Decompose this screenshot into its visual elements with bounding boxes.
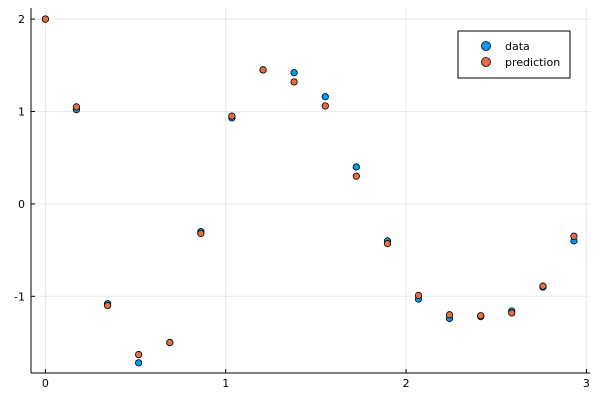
prediction-point	[259, 66, 267, 74]
prediction-point	[166, 338, 174, 347]
prediction-point	[104, 301, 112, 310]
y-tick-label: 2	[18, 13, 25, 26]
legend-marker-data	[481, 41, 491, 51]
legend-marker-prediction	[481, 57, 491, 67]
data-points	[41, 15, 578, 367]
prediction-point	[321, 102, 329, 110]
prediction-point	[383, 240, 392, 248]
prediction-point	[570, 232, 578, 240]
prediction-point	[508, 309, 516, 317]
grid-lines	[31, 8, 590, 373]
tick-labels: 0 1 2 3 -1 0 1 2	[14, 13, 590, 390]
prediction-point	[414, 291, 423, 299]
prediction-point	[445, 311, 454, 319]
y-tick-label: -1	[14, 290, 25, 303]
prediction-point	[228, 112, 236, 120]
data-point	[135, 359, 143, 367]
prediction-point	[197, 229, 205, 238]
legend-label-prediction: prediction	[505, 56, 560, 69]
x-tick-label: 0	[42, 377, 49, 390]
legend: data prediction	[457, 30, 571, 79]
prediction-point	[135, 350, 143, 359]
prediction-point	[352, 172, 360, 180]
legend-box	[457, 30, 571, 79]
prediction-point	[72, 103, 81, 111]
axes	[30, 8, 590, 374]
y-tick-label: 0	[18, 198, 25, 211]
x-tick-label: 2	[403, 377, 410, 390]
data-point	[352, 163, 360, 171]
x-tick-label: 1	[222, 377, 229, 390]
x-tick-label: 3	[583, 377, 590, 390]
data-point	[290, 69, 298, 77]
prediction-point	[41, 15, 50, 23]
y-tick-label: 1	[18, 105, 25, 118]
legend-label-data: data	[505, 40, 530, 53]
prediction-point	[290, 78, 298, 86]
series-prediction	[41, 15, 578, 359]
data-point	[321, 93, 329, 101]
prediction-point	[477, 312, 485, 320]
prediction-point	[539, 282, 547, 290]
